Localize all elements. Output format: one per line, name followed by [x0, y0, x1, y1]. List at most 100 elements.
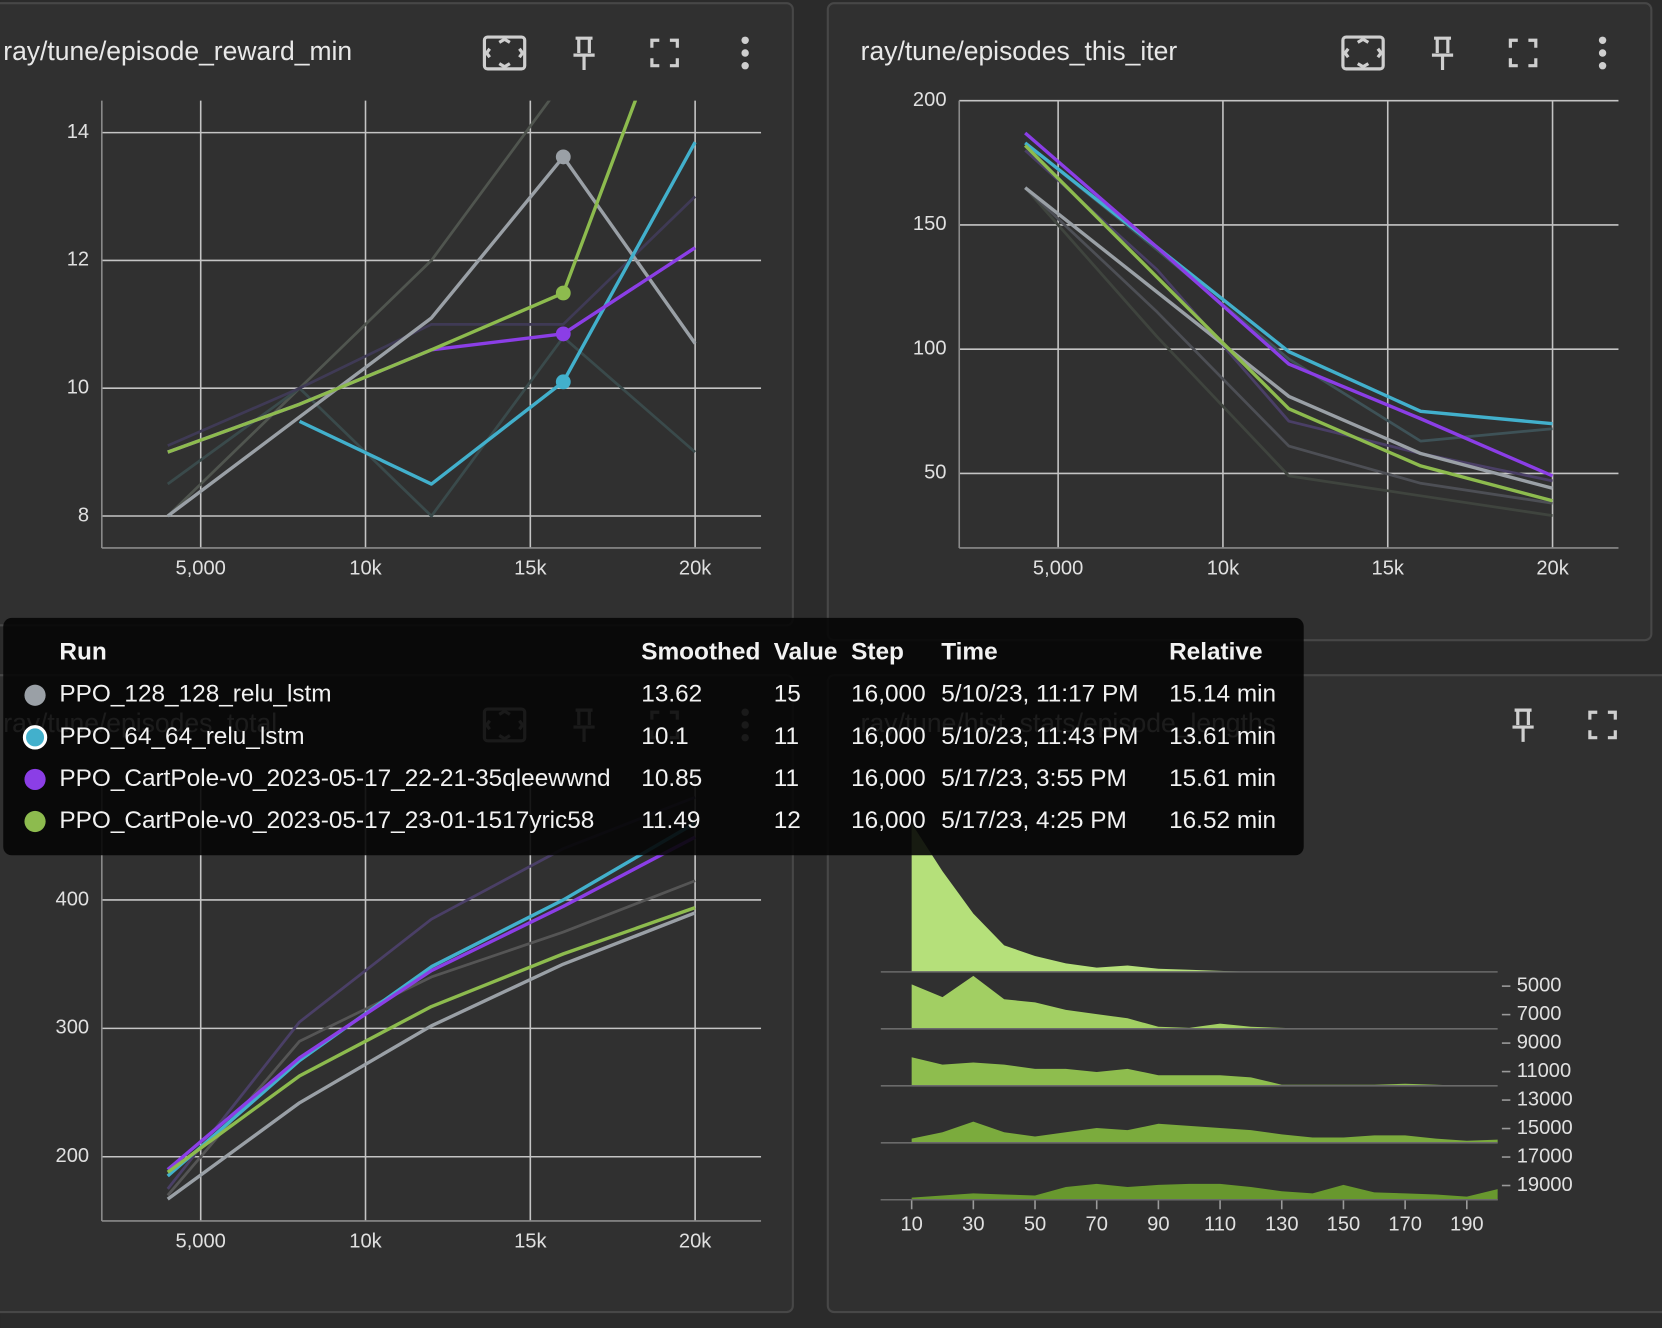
tooltip: Run Smoothed Value Step Time Relative PPO_128_…	[3, 617, 1304, 856]
run-swatch	[22, 725, 48, 750]
cell: 15	[774, 681, 801, 708]
chart: 50 100 150 200 5,000 10k 15k 20k	[913, 89, 1619, 579]
x-tick-label: 30	[962, 1214, 984, 1236]
x-tick-label: 20k	[1536, 557, 1569, 579]
series-line	[1024, 141, 1553, 426]
y-tick-label: 14	[67, 121, 89, 143]
hover-marker	[555, 149, 571, 165]
run-swatch	[24, 810, 46, 833]
x-tick-label: 5,000	[176, 1230, 226, 1252]
cell: 11	[774, 723, 799, 750]
x-tick-label: 15k	[514, 1230, 547, 1252]
x-tick-label: 10k	[1207, 557, 1240, 579]
more-button[interactable]	[1598, 36, 1607, 70]
step-tick-label: 19000	[1517, 1174, 1573, 1196]
series-line	[166, 835, 696, 1171]
cell: 16,000	[851, 765, 926, 792]
cell: PPO_CartPole-v0_2023-05-17_22-21-35qleew…	[59, 765, 610, 792]
y-tick-label: 8	[78, 504, 89, 526]
y-tick-label: 400	[56, 888, 90, 910]
x-tick-label: 130	[1265, 1214, 1299, 1236]
cell: 10.85	[641, 765, 702, 792]
column-header: Run	[59, 638, 106, 665]
background-line	[1024, 186, 1553, 505]
cell: 16.52 min	[1169, 807, 1276, 834]
x-tick-label: 20k	[679, 557, 712, 579]
y-tick-label: 150	[913, 213, 947, 235]
lines	[1023, 131, 1554, 517]
step-tick-label: 11000	[1517, 1060, 1571, 1082]
cell: 13.61 min	[1169, 723, 1276, 750]
cell: 5/10/23, 11:43 PM	[941, 723, 1138, 750]
cell: 16,000	[851, 807, 926, 834]
background-line	[167, 195, 697, 447]
cell: 15.61 min	[1169, 765, 1276, 792]
charts: 8 10 12 14 5,000 10k 15k 20k 50 100 150 200 5,000 10k…	[56, 89, 1619, 1252]
cell: 5/17/23, 3:55 PM	[941, 765, 1127, 792]
y-tick-label: 10	[67, 377, 89, 399]
x-tick-label: 50	[1024, 1214, 1046, 1236]
column-header: Value	[774, 638, 838, 665]
y-tick-label: 12	[67, 249, 89, 271]
histogram-area	[911, 1183, 1498, 1200]
x-tick-label: 190	[1450, 1214, 1484, 1236]
step-tick-label: 13000	[1517, 1088, 1573, 1110]
cell: 16,000	[851, 723, 926, 750]
x-tick-label: 90	[1147, 1214, 1169, 1236]
y-tick-label: 50	[924, 462, 946, 484]
y-tick-label: 100	[913, 337, 947, 359]
histogram-area	[911, 823, 1498, 972]
column-header: Step	[851, 638, 904, 665]
x-tick-label: 20k	[679, 1230, 712, 1252]
series-line	[1024, 186, 1553, 490]
y-tick-label: 200	[913, 89, 947, 111]
cell: 11	[774, 765, 799, 792]
histogram-area	[911, 1057, 1498, 1086]
step-tick-label: 17000	[1517, 1145, 1573, 1167]
x-tick-label: 10k	[349, 557, 382, 579]
cell: PPO_CartPole-v0_2023-05-17_23-01-1517yri…	[59, 807, 594, 834]
x-tick-label: 5,000	[176, 557, 226, 579]
x-tick-label: 110	[1204, 1214, 1236, 1236]
background-line	[1024, 186, 1553, 517]
x-tick-label: 150	[1327, 1214, 1361, 1236]
x-tick-label: 15k	[514, 557, 547, 579]
column-header: Smoothed	[641, 638, 760, 665]
step-tick-label: 9000	[1517, 1031, 1562, 1053]
step-tick-label: 15000	[1517, 1117, 1573, 1139]
x-tick-label: 70	[1086, 1214, 1108, 1236]
card-title: ray/tune/episode_reward_min	[3, 36, 352, 66]
series-line	[1023, 144, 1553, 503]
x-tick-label: 5,000	[1033, 557, 1083, 579]
run-swatch	[24, 768, 46, 791]
cell: 10.1	[641, 723, 688, 750]
y-tick-label: 200	[56, 1145, 90, 1167]
histogram-area	[911, 1121, 1498, 1143]
series-line	[167, 100, 638, 454]
histogram-area	[911, 975, 1498, 1029]
tooltip-background	[3, 617, 1304, 856]
background-line	[1024, 149, 1553, 483]
column-header: Relative	[1169, 638, 1262, 665]
lines	[166, 100, 697, 518]
hover-marker	[555, 326, 571, 342]
more-button[interactable]	[741, 36, 749, 70]
hover-marker	[555, 285, 571, 301]
series-line	[166, 911, 696, 1201]
y-tick-label: 300	[56, 1017, 90, 1039]
cell: 5/10/23, 11:17 PM	[941, 681, 1138, 708]
series-line	[298, 141, 697, 486]
chart: 8 10 12 14 5,000 10k 15k 20k	[67, 100, 762, 579]
column-header: Time	[941, 638, 997, 665]
cell: 11.49	[641, 807, 700, 834]
x-tick-label: 15k	[1372, 557, 1405, 579]
series-line	[166, 821, 696, 1178]
run-swatch	[24, 684, 46, 706]
chart: 5000 7000 9000 11000 13000 15000 17000 19000 10 3…	[880, 823, 1573, 1236]
background-line	[166, 879, 696, 1197]
cell: 15.14 min	[1169, 681, 1276, 708]
x-tick-label: 10	[900, 1214, 922, 1236]
background-line	[166, 100, 551, 518]
